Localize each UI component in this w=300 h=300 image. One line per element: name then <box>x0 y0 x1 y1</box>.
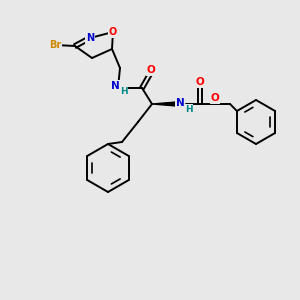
Text: H: H <box>185 104 193 113</box>
Text: H: H <box>120 88 128 97</box>
Text: O: O <box>109 27 117 37</box>
Text: N: N <box>86 33 94 43</box>
Text: O: O <box>211 93 219 103</box>
Polygon shape <box>152 102 176 106</box>
Text: N: N <box>111 81 119 91</box>
Text: O: O <box>147 65 155 75</box>
Text: N: N <box>176 98 184 108</box>
Text: Br: Br <box>49 40 61 50</box>
Text: O: O <box>196 77 204 87</box>
